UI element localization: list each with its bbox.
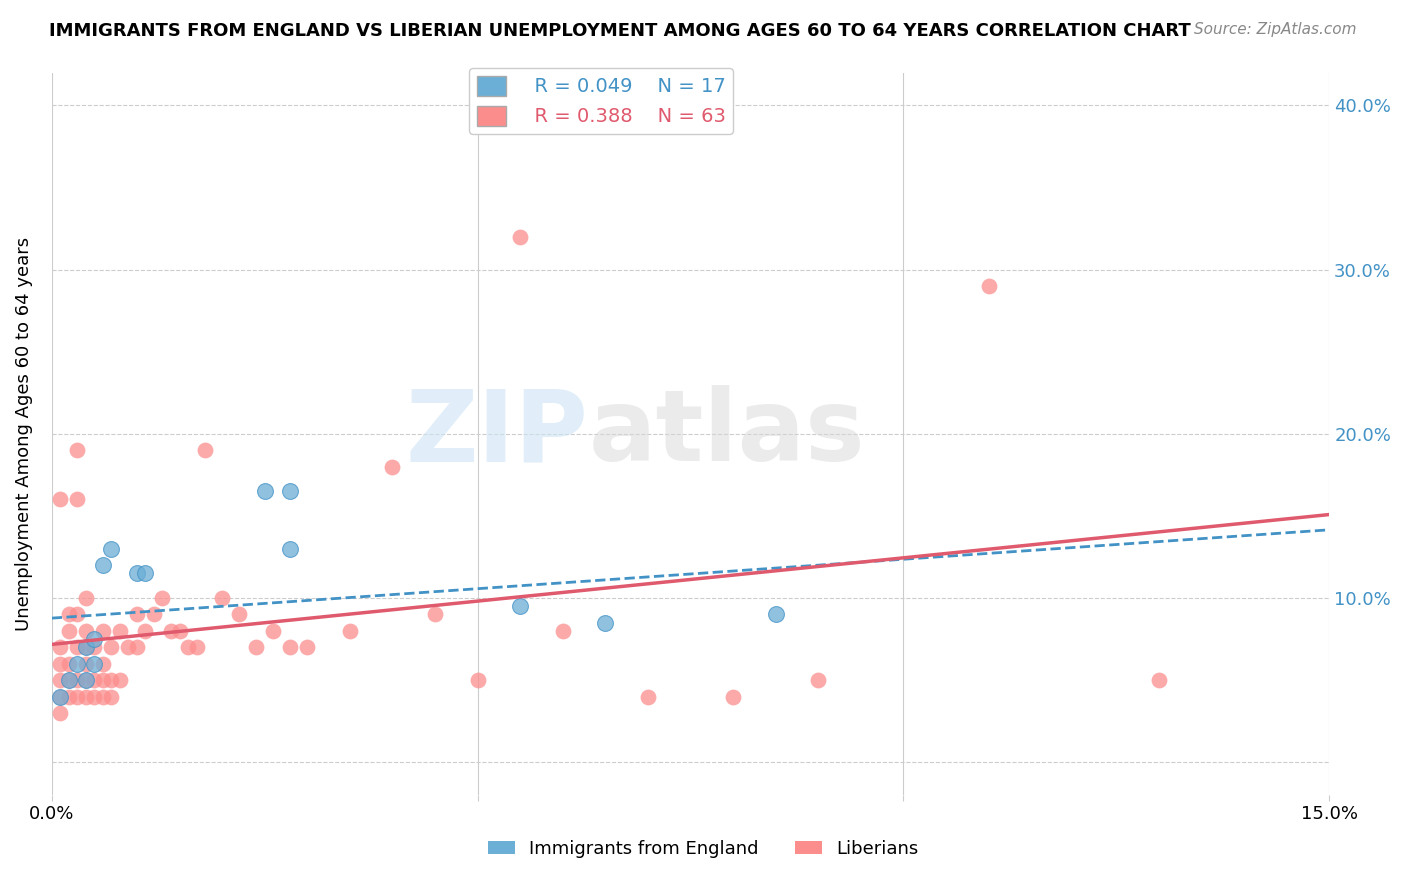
Point [83, 690, 105, 704]
Point [83, 640, 105, 655]
Point [91, 657, 114, 671]
Point [134, 566, 156, 581]
Point [108, 624, 131, 638]
Point [262, 624, 284, 638]
Point [83, 657, 105, 671]
Point [58, 657, 80, 671]
Point [169, 624, 191, 638]
Point [253, 484, 276, 499]
Point [100, 640, 122, 655]
Point [595, 615, 617, 630]
Point [75, 640, 97, 655]
Point [49, 657, 72, 671]
Text: ZIP: ZIP [405, 385, 588, 483]
Point [66, 673, 89, 687]
Point [83, 632, 105, 646]
Point [83, 673, 105, 687]
Point [1147, 673, 1170, 687]
Point [228, 607, 250, 622]
Point [423, 607, 446, 622]
Point [177, 640, 200, 655]
Point [551, 624, 574, 638]
Point [49, 706, 72, 720]
Point [245, 640, 267, 655]
Point [58, 624, 80, 638]
Point [75, 690, 97, 704]
Point [75, 640, 97, 655]
Point [66, 690, 89, 704]
Point [278, 541, 301, 556]
Point [297, 640, 319, 655]
Point [721, 690, 744, 704]
Point [100, 673, 122, 687]
Point [381, 459, 404, 474]
Point [49, 690, 72, 704]
Point [509, 599, 531, 614]
Point [58, 607, 80, 622]
Point [75, 657, 97, 671]
Point [339, 624, 361, 638]
Point [66, 640, 89, 655]
Point [91, 558, 114, 573]
Point [142, 607, 165, 622]
Point [49, 492, 72, 507]
Text: IMMIGRANTS FROM ENGLAND VS LIBERIAN UNEMPLOYMENT AMONG AGES 60 TO 64 YEARS CORRE: IMMIGRANTS FROM ENGLAND VS LIBERIAN UNEM… [49, 22, 1191, 40]
Point [49, 690, 72, 704]
Point [66, 443, 89, 458]
Point [160, 624, 183, 638]
Point [278, 484, 301, 499]
Point [49, 640, 72, 655]
Text: Source: ZipAtlas.com: Source: ZipAtlas.com [1194, 22, 1357, 37]
Point [66, 607, 89, 622]
Point [125, 640, 148, 655]
Point [637, 690, 659, 704]
Point [278, 640, 301, 655]
Point [100, 690, 122, 704]
Point [765, 607, 787, 622]
Point [194, 443, 217, 458]
Point [125, 607, 148, 622]
Point [75, 591, 97, 605]
Point [58, 673, 80, 687]
Point [75, 624, 97, 638]
Point [58, 673, 80, 687]
Point [91, 624, 114, 638]
Point [75, 673, 97, 687]
Y-axis label: Unemployment Among Ages 60 to 64 years: Unemployment Among Ages 60 to 64 years [15, 236, 32, 631]
Point [108, 673, 131, 687]
Point [977, 279, 1000, 293]
Legend: Immigrants from England, Liberians: Immigrants from England, Liberians [481, 833, 925, 865]
Point [509, 229, 531, 244]
Point [58, 690, 80, 704]
Point [117, 640, 139, 655]
Point [49, 673, 72, 687]
Point [186, 640, 208, 655]
Point [467, 673, 489, 687]
Point [211, 591, 233, 605]
Point [91, 690, 114, 704]
Point [66, 657, 89, 671]
Point [807, 673, 830, 687]
Point [134, 624, 156, 638]
Legend:   R = 0.049    N = 17,   R = 0.388    N = 63: R = 0.049 N = 17, R = 0.388 N = 63 [470, 68, 733, 134]
Point [125, 566, 148, 581]
Point [152, 591, 174, 605]
Point [100, 541, 122, 556]
Text: atlas: atlas [588, 385, 865, 483]
Point [75, 673, 97, 687]
Point [91, 673, 114, 687]
Point [66, 492, 89, 507]
